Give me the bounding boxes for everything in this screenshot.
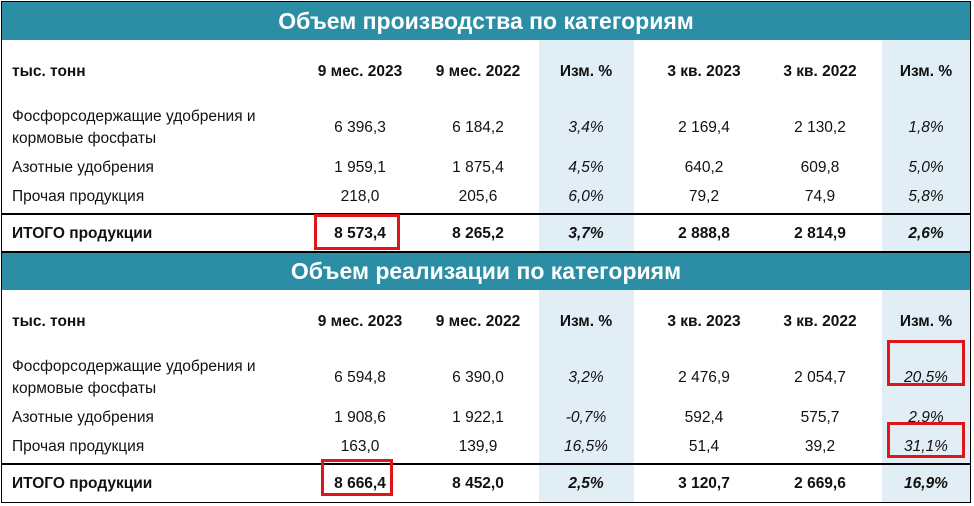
table-cell: 6 594,8: [334, 369, 386, 386]
table-row: Прочая продукция 218,0 205,6 6,0% 79,2 74,9 5,…: [2, 182, 970, 212]
table-cell: 8 666,4: [334, 475, 386, 492]
table-cell: 163,0: [340, 438, 380, 455]
row-label: Азотные удобрения: [12, 409, 154, 426]
column-header: 9 мес. 2023: [317, 313, 403, 330]
section-divider: [2, 251, 970, 253]
table-cell: 79,2: [688, 188, 720, 205]
table-cell: 6 390,0: [452, 369, 504, 386]
table-cell: 1 908,6: [334, 409, 386, 426]
table-cell: 4,5%: [568, 159, 604, 176]
table-cell: 8 452,0: [452, 475, 504, 492]
column-header: 9 мес. 2022: [435, 63, 521, 80]
table-cell: 640,2: [684, 159, 724, 176]
table-row: Фосфорсодержащие удобрения и кормовые фо…: [2, 352, 970, 404]
table-cell: 5,0%: [908, 159, 944, 176]
table-cell: 2 888,8: [678, 225, 730, 242]
column-header: 3 кв. 2023: [667, 63, 741, 80]
table-cell: 6,0%: [568, 188, 604, 205]
table-cell: 2,5%: [568, 475, 604, 492]
production-section: Объем производства по категориям тыс. то…: [2, 2, 970, 252]
table-row: Азотные удобрения 1 959,1 1 875,4 4,5% 640,2…: [2, 154, 970, 182]
table-cell: 1 875,4: [452, 159, 504, 176]
table-cell: 3,7%: [568, 225, 604, 242]
pct-column-shade: [539, 40, 634, 252]
table-row: Азотные удобрения 1 908,6 1 922,1 -0,7% 592,…: [2, 404, 970, 432]
column-header: Изм. %: [899, 313, 953, 330]
row-label: ИТОГО продукции: [12, 475, 153, 492]
table-cell: 74,9: [804, 188, 836, 205]
table-cell: 3 120,7: [678, 475, 730, 492]
table-cell: 5,8%: [908, 188, 944, 205]
total-separator: [2, 213, 970, 215]
table-cell: 8 265,2: [452, 225, 504, 242]
table-cell: -0,7%: [565, 409, 607, 426]
pct-column-shade: [882, 290, 970, 502]
header-row: тыс. тонн 9 мес. 2023 9 мес. 2022 Изм. % 3 к…: [2, 42, 970, 102]
table-cell: 51,4: [688, 438, 720, 455]
table-cell: 2 169,4: [678, 119, 730, 136]
table-cell: 2 814,9: [794, 225, 846, 242]
column-header: 9 мес. 2023: [317, 63, 403, 80]
table-cell: 3,2%: [568, 369, 604, 386]
header-row: тыс. тонн 9 мес. 2023 9 мес. 2022 Изм. % 3 к…: [2, 292, 970, 352]
table-row: Фосфорсодержащие удобрения и кормовые фо…: [2, 102, 970, 154]
total-separator: [2, 463, 970, 465]
row-label: Прочая продукция: [12, 188, 145, 205]
table-cell: 575,7: [800, 409, 840, 426]
table-cell: 139,9: [458, 438, 498, 455]
total-row: ИТОГО продукции 8 666,4 8 452,0 2,5% 3 120,7…: [2, 466, 970, 502]
table-cell: 20,5%: [904, 369, 948, 386]
table-cell: 31,1%: [904, 438, 948, 455]
row-label: Фосфорсодержащие удобрения и кормовые фо…: [12, 358, 256, 397]
pct-column-shade: [882, 40, 970, 252]
row-label: Прочая продукция: [12, 438, 145, 455]
table-cell: 2 054,7: [794, 369, 846, 386]
table-cell: 592,4: [684, 409, 724, 426]
unit-label: тыс. тонн: [12, 313, 86, 330]
unit-label: тыс. тонн: [12, 63, 86, 80]
table-cell: 6 396,3: [334, 119, 386, 136]
column-header: Изм. %: [899, 63, 953, 80]
table-cell: 609,8: [800, 159, 840, 176]
column-header: 9 мес. 2022: [435, 313, 521, 330]
table-cell: 218,0: [340, 188, 380, 205]
section-title: Объем производства по категориям: [2, 2, 970, 40]
table-cell: 1 959,1: [334, 159, 386, 176]
table-row: Прочая продукция 163,0 139,9 16,5% 51,4 39,2 3…: [2, 432, 970, 462]
table-cell: 16,9%: [904, 475, 948, 492]
column-header: 3 кв. 2023: [667, 313, 741, 330]
sales-section: Объем реализации по категориям тыс. тонн…: [2, 252, 970, 502]
table-cell: 205,6: [458, 188, 498, 205]
pct-column-shade: [539, 290, 634, 502]
table-cell: 1 922,1: [452, 409, 504, 426]
table-cell: 3,4%: [568, 119, 604, 136]
table-cell: 39,2: [804, 438, 836, 455]
column-header: Изм. %: [559, 313, 613, 330]
table-cell: 6 184,2: [452, 119, 504, 136]
table-cell: 2 130,2: [794, 119, 846, 136]
table-cell: 8 573,4: [334, 225, 386, 242]
row-label: Азотные удобрения: [12, 159, 154, 176]
table-cell: 2,6%: [908, 225, 944, 242]
column-header: Изм. %: [559, 63, 613, 80]
column-header: 3 кв. 2022: [783, 63, 857, 80]
table-cell: 16,5%: [564, 438, 608, 455]
table-cell: 2 669,6: [794, 475, 846, 492]
section-title: Объем реализации по категориям: [2, 252, 970, 290]
column-header: 3 кв. 2022: [783, 313, 857, 330]
table-cell: 2,9%: [908, 409, 944, 426]
total-row: ИТОГО продукции 8 573,4 8 265,2 3,7% 2 888,8…: [2, 216, 970, 252]
table-cell: 2 476,9: [678, 369, 730, 386]
row-label: ИТОГО продукции: [12, 225, 153, 242]
table-cell: 1,8%: [908, 119, 944, 136]
row-label: Фосфорсодержащие удобрения и кормовые фо…: [12, 108, 256, 147]
